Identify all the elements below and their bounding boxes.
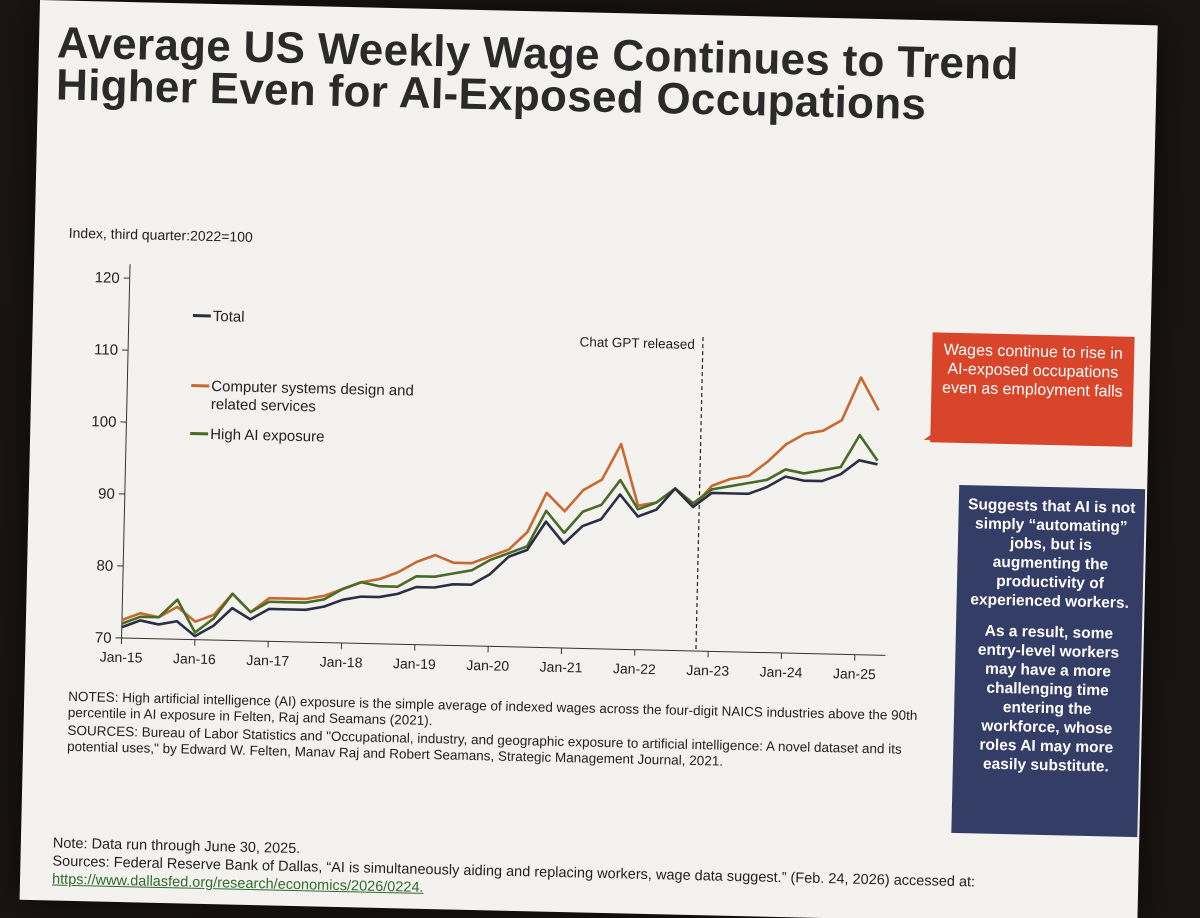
y-tick-label: 100 [91, 413, 116, 431]
x-axis-line [121, 637, 886, 656]
y-axis-line [121, 264, 131, 639]
y-tick-label: 80 [96, 557, 113, 574]
x-tick-label: Jan-16 [173, 650, 216, 667]
x-tick-label: Jan-24 [759, 664, 802, 681]
blue-commentary-box: Suggests that AI is not simply “automati… [951, 484, 1146, 838]
y-axis-label: Index, third quarter:2022=100 [68, 224, 253, 245]
slide-footer: Note: Data run through June 30, 2025. So… [52, 835, 1053, 912]
x-tick-label: Jan-23 [686, 662, 729, 679]
slide: Average US Weekly Wage Continues to Tren… [19, 0, 1158, 918]
chatgpt-release-line [695, 337, 704, 652]
y-tick-label: 110 [94, 341, 118, 359]
legend-label-computer: Computer systems design andrelated servi… [211, 378, 414, 418]
series-line-high_ai [121, 433, 879, 634]
y-tick-label: 120 [94, 269, 119, 287]
series-line-total [121, 459, 878, 638]
x-tick-label: Jan-15 [100, 649, 143, 666]
slide-title: Average US Weekly Wage Continues to Tren… [55, 18, 1020, 130]
x-tick-label: Jan-20 [466, 657, 509, 674]
y-tick-label: 90 [98, 485, 115, 502]
legend-label-total: Total [213, 308, 245, 326]
x-tick-label: Jan-21 [539, 659, 582, 676]
wage-index-chart: 70 80 90 100 110 120 Jan-15 Jan-16 Jan-17 Jan-18 J… [91, 264, 886, 682]
commentary-paragraph-1: Suggests that AI is not simply “automati… [967, 496, 1136, 612]
x-tick-label: Jan-18 [320, 654, 363, 671]
x-tick-label: Jan-17 [246, 652, 289, 669]
y-tick-label: 70 [95, 629, 112, 646]
x-tick-label: Jan-25 [833, 665, 876, 682]
chatgpt-release-label: Chat GPT released [579, 334, 695, 352]
legend-label-high_ai: High AI exposure [210, 426, 325, 446]
commentary-paragraph-2: As a result, some entry-level workers ma… [977, 622, 1120, 776]
x-tick-label: Jan-22 [613, 660, 656, 677]
x-tick-label: Jan-19 [393, 655, 436, 672]
red-callout: Wages continue to rise in AI-exposed occ… [930, 332, 1135, 447]
